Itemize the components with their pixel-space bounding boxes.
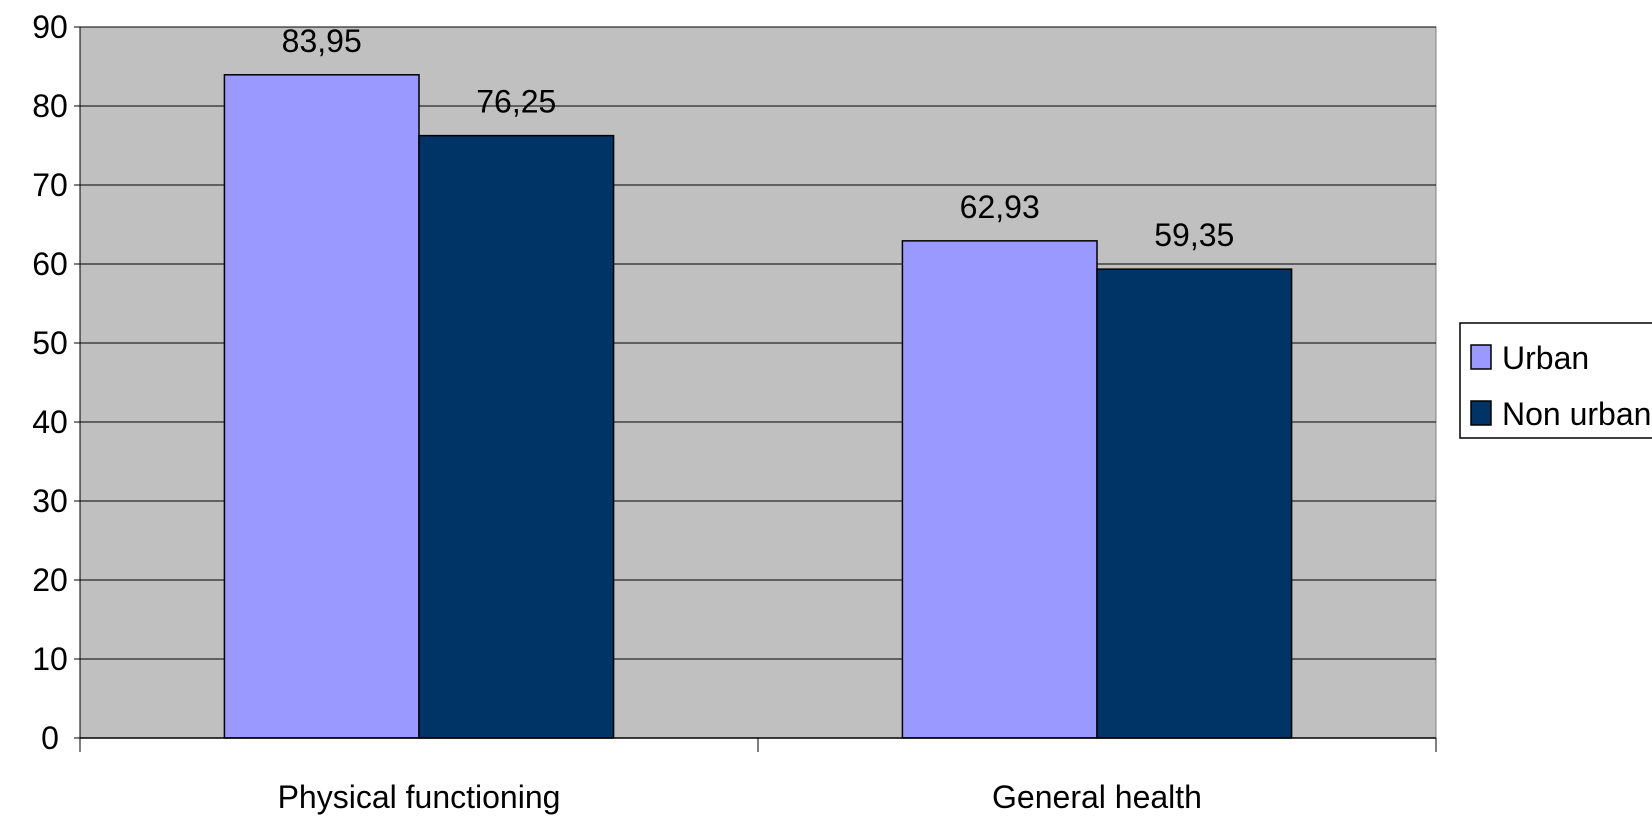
y-tick-label: 90 [32, 9, 68, 45]
y-tick-label: 30 [32, 483, 68, 519]
legend-box [1459, 322, 1652, 439]
data-label: 59,35 [1154, 217, 1234, 253]
data-label: 76,25 [476, 84, 556, 120]
legend-swatch [1470, 344, 1492, 370]
legend-label: Non urban [1502, 396, 1651, 432]
y-tick-label: 20 [32, 562, 68, 598]
y-tick-label: 60 [32, 246, 68, 282]
bars [223, 74, 1293, 739]
bar-non-urban [1096, 268, 1293, 739]
data-label: 62,93 [960, 189, 1040, 225]
data-label: 83,95 [282, 23, 362, 59]
y-tick-label: 0 [41, 720, 59, 756]
data-labels: 83,95 76,25 62,93 59,35 [282, 23, 1235, 253]
legend-swatch [1470, 400, 1492, 426]
bar-urban [223, 74, 420, 739]
legend-label: Urban [1502, 340, 1589, 376]
y-tick-label: 10 [32, 641, 68, 677]
bar-non-urban [418, 134, 615, 739]
bar-urban [901, 240, 1098, 739]
x-category-label: General health [992, 779, 1202, 815]
y-tick-label: 70 [32, 167, 68, 203]
legend: Urban Non urban [1459, 322, 1652, 439]
y-tick-label: 50 [32, 325, 68, 361]
y-tick-label: 80 [32, 88, 68, 124]
x-category-label: Physical functioning [278, 779, 561, 815]
axes: 0 10 20 30 40 50 60 70 80 90 Physical functioning G… [32, 9, 1437, 815]
y-tick-label: 40 [32, 404, 68, 440]
